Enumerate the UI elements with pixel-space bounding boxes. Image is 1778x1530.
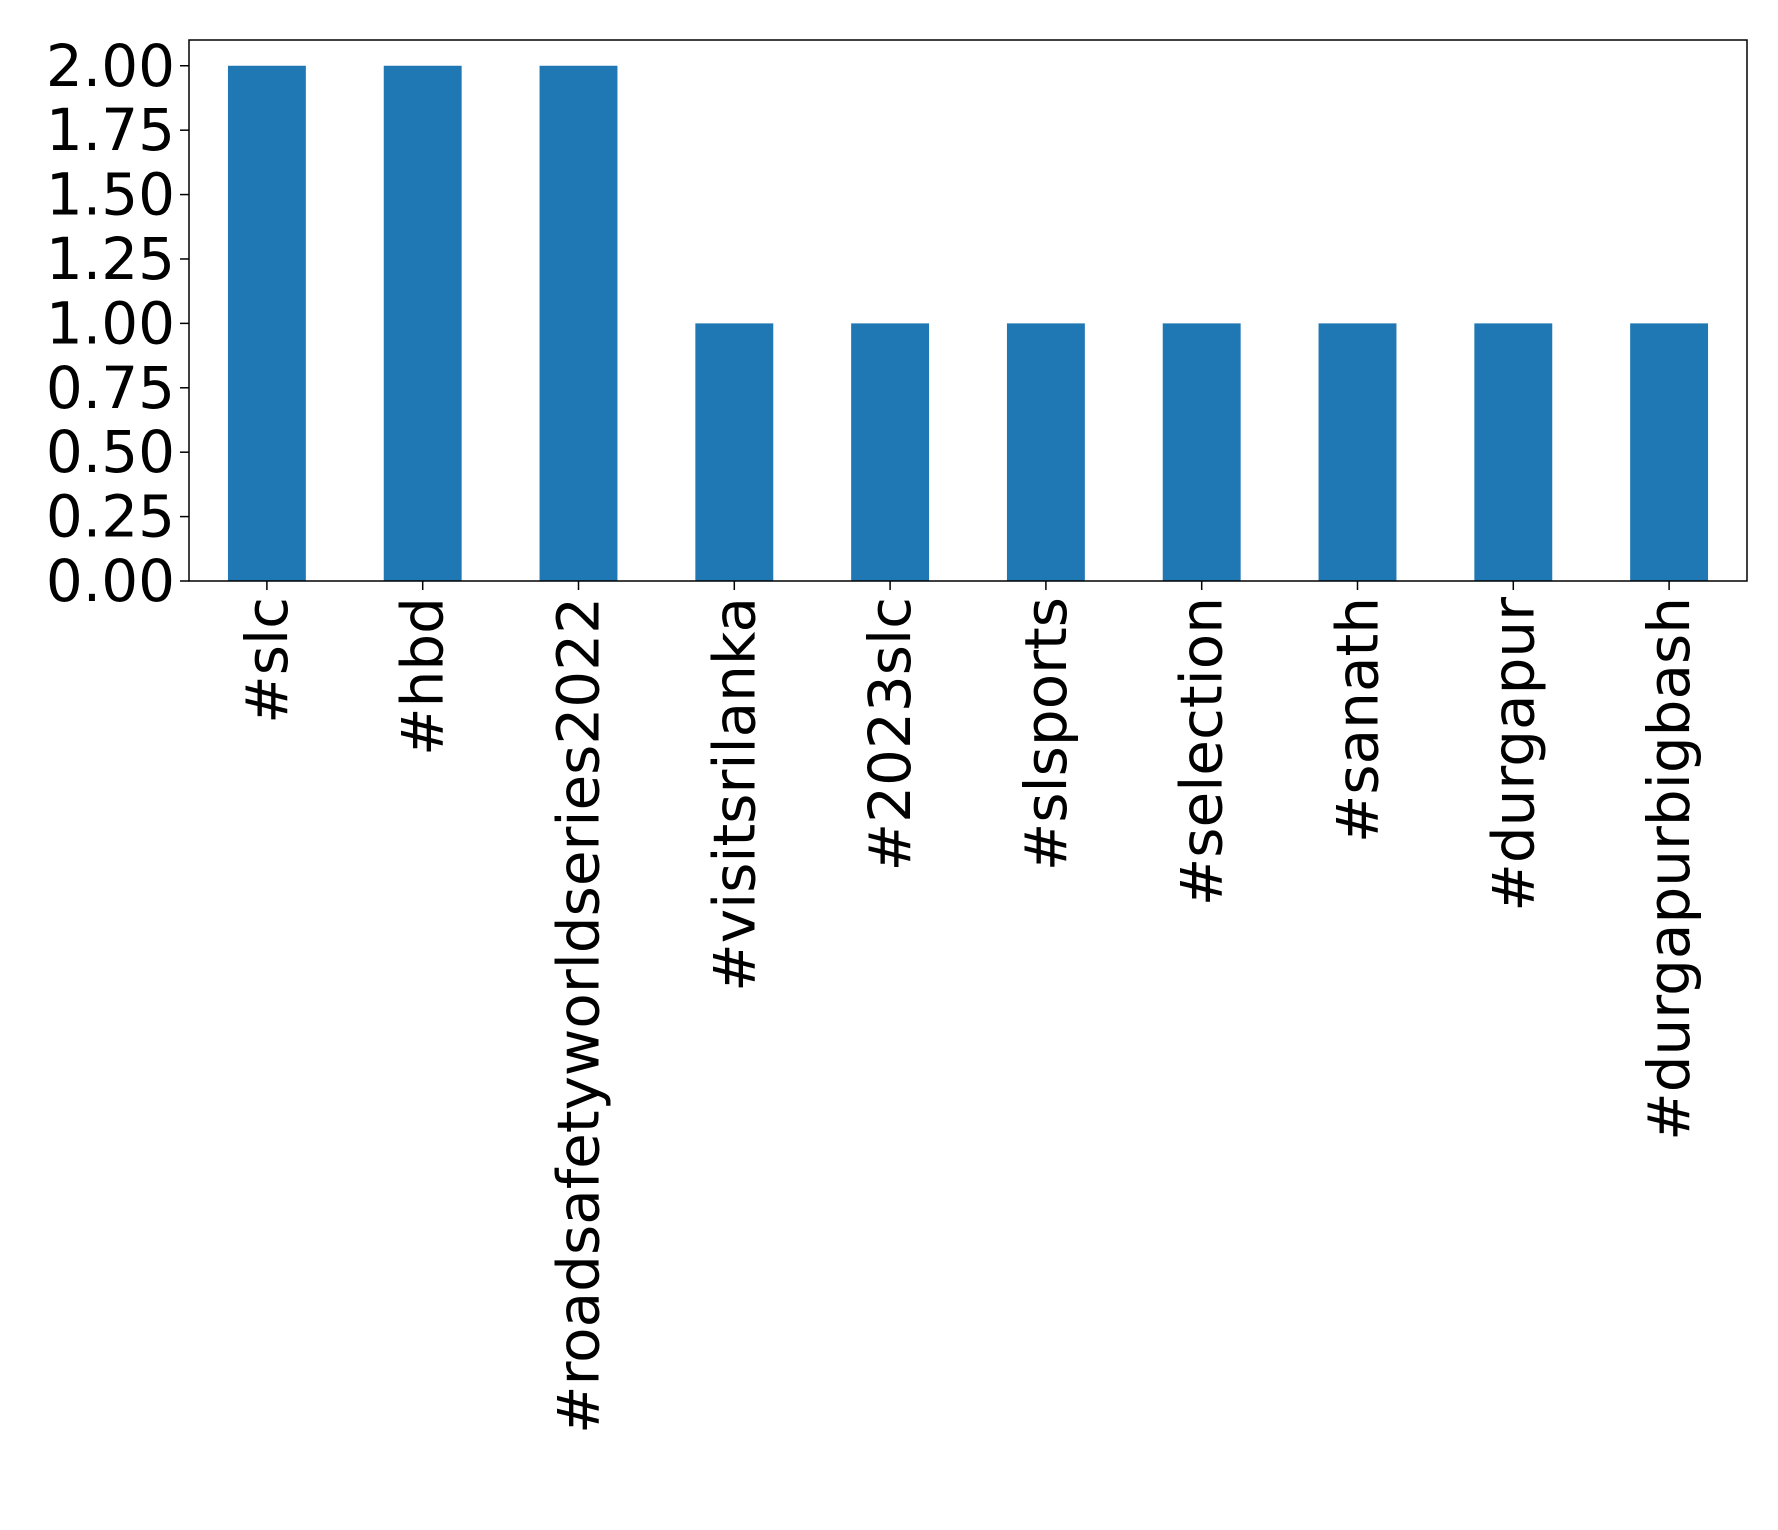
- x-tick-label-roadsafetyworldseries2022: #roadsafetyworldseries2022: [545, 597, 613, 1434]
- bars: [227, 65, 1709, 581]
- x-tick-label-selection: #selection: [1168, 597, 1236, 906]
- x-tick-label-durgapur: #durgapur: [1479, 597, 1547, 912]
- x-tick-label-visitsrilanka: #visitsrilanka: [700, 597, 768, 992]
- x-tick-label-durgapurbigbash: #durgapurbigbash: [1635, 597, 1703, 1141]
- y-tick-label: 0.75: [46, 354, 175, 422]
- y-tick-label: 1.00: [46, 289, 175, 357]
- x-tick-label-2023slc: #2023slc: [856, 597, 924, 871]
- bar-durgapur: [1474, 323, 1553, 581]
- y-tick-label: 0.00: [46, 547, 175, 615]
- x-tick-label-hbd: #hbd: [389, 597, 457, 756]
- bar-hbd: [383, 65, 462, 581]
- y-tick-label: 0.50: [46, 418, 175, 486]
- bar-roadsafetyworldseries2022: [539, 65, 618, 581]
- bar-slsports: [1006, 323, 1085, 581]
- plot-frame: [188, 39, 1748, 582]
- y-tick-label: 0.25: [46, 483, 175, 551]
- x-tick-label-sanath: #sanath: [1324, 597, 1392, 843]
- y-tick-label: 1.50: [46, 161, 175, 229]
- bar-sanath: [1318, 323, 1397, 581]
- bar-slc: [227, 65, 306, 581]
- y-axis: 0.000.250.500.751.001.251.501.752.00: [46, 32, 189, 615]
- y-tick-label: 1.25: [46, 225, 175, 293]
- y-tick-label: 2.00: [46, 32, 175, 100]
- bar-visitsrilanka: [695, 323, 774, 581]
- bar-2023slc: [851, 323, 930, 581]
- bar-durgapurbigbash: [1630, 323, 1709, 581]
- y-tick-label: 1.75: [46, 96, 175, 164]
- x-axis: #slc #hbd #roadsafetyworldseries2022 #visit…: [233, 581, 1703, 1434]
- x-tick-label-slc: #slc: [233, 597, 301, 724]
- bar-selection: [1162, 323, 1241, 581]
- x-tick-label-slsports: #slsports: [1012, 597, 1080, 871]
